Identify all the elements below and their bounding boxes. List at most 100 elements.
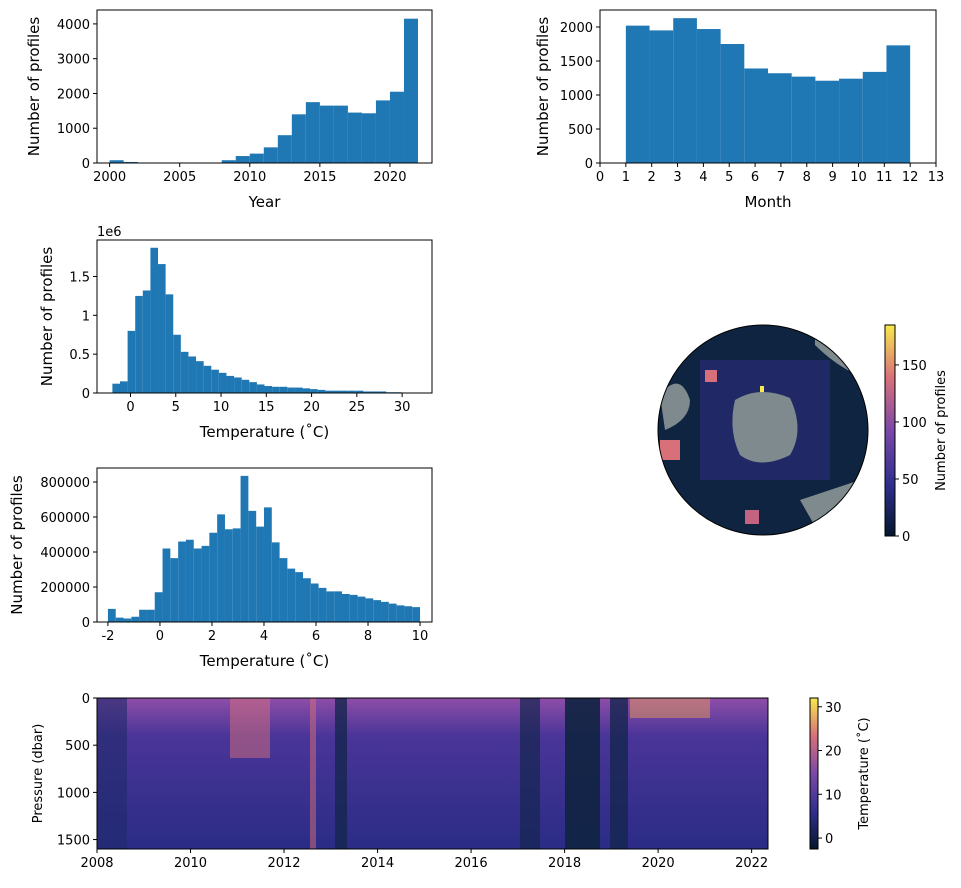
bar	[303, 388, 311, 393]
bar	[170, 558, 178, 622]
bar	[863, 72, 887, 163]
bar	[173, 335, 181, 393]
bar	[311, 584, 319, 623]
bar	[147, 610, 155, 622]
bar	[310, 389, 318, 393]
y-tick-label: 1000	[57, 786, 90, 801]
bar	[225, 529, 233, 622]
bar	[650, 30, 674, 163]
bar	[116, 618, 124, 622]
bar	[163, 549, 171, 623]
y-axis-label: Number of profiles	[534, 17, 552, 157]
bar	[278, 135, 292, 163]
bar	[373, 600, 381, 622]
x-tick-label: 2014	[361, 856, 394, 871]
bar	[112, 384, 120, 393]
bar	[272, 542, 280, 622]
bar	[792, 77, 816, 163]
bar	[226, 376, 234, 393]
x-tick-label: 6	[751, 170, 759, 185]
x-tick-label: 10	[850, 170, 867, 185]
y-tick-label: 400000	[40, 546, 90, 561]
bar	[348, 113, 362, 163]
bar	[404, 606, 412, 622]
bar	[219, 373, 227, 393]
y-tick-label: 0	[82, 616, 90, 631]
x-tick-label: -2	[101, 629, 114, 644]
colorbar-tick-label: 10	[825, 788, 842, 803]
bar	[139, 610, 147, 622]
x-tick-label: 2016	[455, 856, 488, 871]
bar	[626, 26, 650, 163]
colorbar-tick-label: 0	[825, 832, 833, 847]
bar	[381, 602, 389, 622]
bar	[397, 605, 405, 622]
y-tick-label: 1000	[560, 89, 593, 104]
bar	[280, 558, 288, 622]
bar	[350, 595, 358, 622]
bar	[320, 106, 334, 163]
bar	[815, 81, 839, 163]
y-tick-label: 600000	[40, 511, 90, 526]
x-tick-label: 10	[412, 629, 429, 644]
bar	[265, 386, 273, 393]
bar	[721, 44, 745, 163]
x-tick-label: 3	[673, 170, 681, 185]
x-tick-label: 1	[622, 170, 630, 185]
x-tick-label: 2005	[163, 170, 196, 185]
y-offset-label: 1e6	[97, 225, 122, 240]
x-tick-label: 8	[364, 629, 372, 644]
bar	[390, 92, 404, 163]
bar	[120, 381, 128, 393]
bar	[365, 598, 373, 622]
x-axis-label: Year	[248, 193, 282, 211]
colorbar-tick-label: 50	[902, 473, 919, 488]
bar	[697, 29, 721, 163]
x-tick-label: 13	[928, 170, 945, 185]
y-axis-label: Number of profiles	[38, 247, 56, 387]
bar	[326, 591, 334, 622]
bar	[233, 528, 241, 622]
y-axis-label: Number of profiles	[8, 475, 26, 615]
colorbar-label: Number of profiles	[934, 370, 949, 491]
bar	[186, 540, 194, 622]
x-tick-label: 2012	[267, 856, 300, 871]
x-tick-label: 9	[828, 170, 836, 185]
bar	[295, 388, 303, 393]
y-tick-label: 0	[585, 157, 593, 172]
bar	[306, 102, 320, 163]
colorbar-tick-label: 0	[902, 530, 910, 545]
colorbar-tick-label: 20	[825, 745, 842, 760]
bar	[249, 382, 257, 393]
x-axis-label: Month	[744, 193, 791, 211]
x-tick-label: 30	[394, 400, 411, 415]
bar	[248, 511, 256, 622]
bar	[376, 100, 390, 163]
bar	[287, 569, 295, 622]
bar	[234, 377, 242, 393]
bar	[257, 384, 265, 393]
bar	[194, 549, 202, 623]
bar	[202, 546, 210, 622]
bar	[319, 588, 327, 622]
bar	[241, 476, 249, 622]
bar	[217, 514, 225, 622]
bar	[209, 533, 217, 622]
colorbar-tick-label: 30	[825, 701, 842, 716]
y-axis-label: Number of profiles	[25, 17, 43, 157]
x-tick-label: 11	[876, 170, 893, 185]
bar	[131, 617, 139, 622]
bar	[295, 572, 303, 622]
y-tick-label: 1.5	[69, 271, 90, 286]
bar	[303, 578, 311, 622]
x-tick-label: 4	[699, 170, 707, 185]
bar	[292, 114, 306, 163]
colorbar-label: Temperature (˚C)	[856, 717, 872, 830]
bar	[135, 296, 143, 393]
bar	[334, 591, 342, 622]
x-tick-label: 8	[803, 170, 811, 185]
bar	[404, 19, 418, 163]
section-image	[97, 698, 768, 849]
colorbar	[810, 698, 818, 849]
bar	[158, 264, 166, 393]
